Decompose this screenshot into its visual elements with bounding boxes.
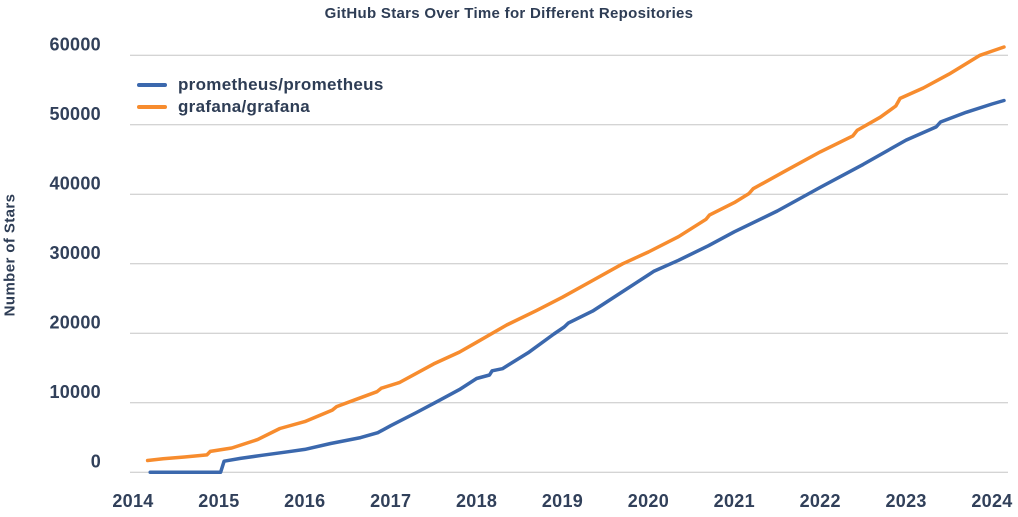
x-tick-label-2024: 2024 [971, 491, 1012, 511]
x-tick-label-2019: 2019 [542, 491, 583, 511]
legend-swatch-grafana [137, 104, 167, 109]
legend: prometheus/prometheus grafana/grafana [137, 75, 384, 116]
x-tick-label-2014: 2014 [112, 491, 153, 511]
x-tick-label-2021: 2021 [714, 491, 755, 511]
y-tick-label-30000: 30000 [49, 243, 101, 263]
y-tick-label-10000: 10000 [49, 382, 101, 402]
legend-label-grafana: grafana/grafana [178, 96, 311, 116]
x-tick-label-2016: 2016 [284, 491, 325, 511]
x-tick-label-2020: 2020 [628, 491, 669, 511]
y-axis-title: Number of Stars [1, 193, 19, 317]
x-tick-label-2017: 2017 [370, 491, 411, 511]
x-tick-label-2015: 2015 [198, 491, 239, 511]
legend-label-prometheus: prometheus/prometheus [178, 74, 384, 94]
x-tick-label-2018: 2018 [456, 491, 497, 511]
series-line-grafana [145, 45, 1006, 463]
legend-swatch-prometheus [137, 82, 167, 87]
y-tick-label-20000: 20000 [49, 312, 101, 332]
y-tick-label-0: 0 [91, 451, 101, 471]
y-tick-label-50000: 50000 [49, 104, 101, 124]
series-line-prometheus [148, 98, 1006, 475]
legend-item-prometheus: prometheus/prometheus [137, 75, 384, 94]
y-tick-label-40000: 40000 [49, 173, 101, 193]
y-tick-label-60000: 60000 [49, 34, 101, 54]
x-tick-label-2023: 2023 [885, 491, 926, 511]
x-tick-label-2022: 2022 [800, 491, 841, 511]
chart-title: GitHub Stars Over Time for Different Rep… [324, 5, 694, 22]
legend-item-grafana: grafana/grafana [137, 97, 384, 116]
